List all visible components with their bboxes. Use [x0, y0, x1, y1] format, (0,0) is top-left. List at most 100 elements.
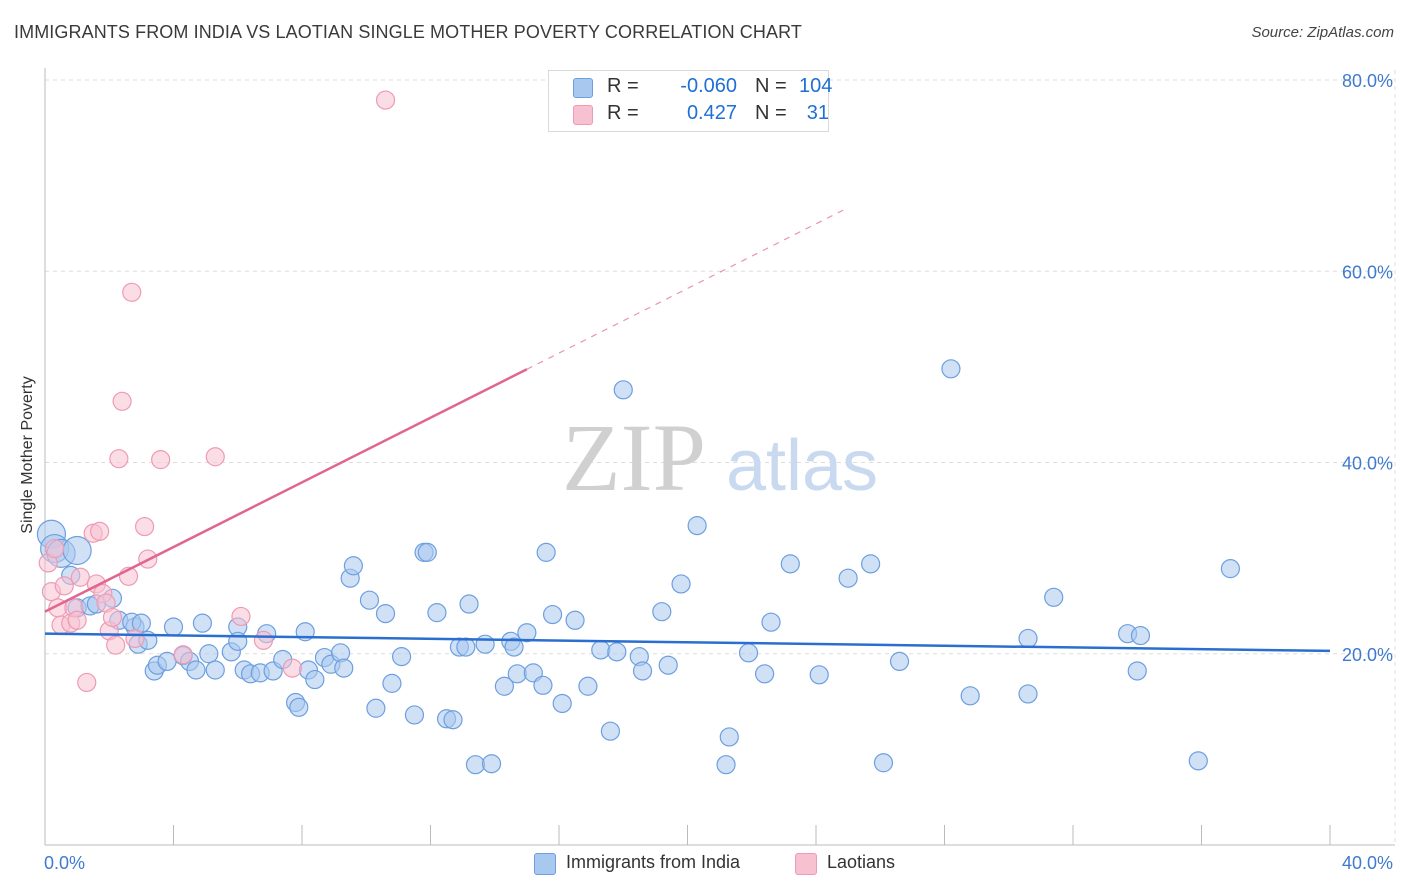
- india-point: [404, 705, 425, 725]
- india-point: [205, 660, 225, 680]
- india-point: [305, 669, 325, 690]
- india-point: [481, 754, 502, 774]
- india-point: [889, 651, 910, 672]
- india-point: [334, 658, 354, 678]
- india-point: [754, 664, 775, 684]
- india-point: [761, 612, 781, 632]
- india-point: [578, 676, 598, 696]
- india-point: [960, 686, 980, 706]
- laotian-point: [106, 635, 126, 655]
- r-value: -0.060: [680, 75, 737, 97]
- india-point: [391, 647, 412, 667]
- laotian-point: [122, 282, 142, 302]
- india-point: [552, 693, 572, 714]
- india-point: [687, 516, 707, 536]
- india-point: [163, 617, 184, 637]
- laotian-point: [282, 658, 302, 678]
- laotian-point: [109, 449, 129, 469]
- india-point: [719, 727, 739, 747]
- india-point: [600, 721, 621, 741]
- laotian-point: [90, 521, 110, 541]
- india-point: [443, 710, 463, 730]
- india-point: [591, 640, 611, 660]
- india-point: [343, 556, 363, 576]
- india-point: [565, 610, 585, 630]
- watermark-zip: ZIP: [562, 404, 706, 511]
- india-point: [838, 568, 858, 588]
- india-point: [873, 753, 894, 773]
- india-point: [507, 664, 527, 684]
- india-point: [780, 554, 800, 574]
- tick-labels: 20.0% 40.0% 60.0% 80.0% 0.0% 40.0%: [44, 71, 1393, 873]
- india-point: [382, 673, 402, 693]
- y-tick-label: 40.0%: [1342, 454, 1393, 474]
- india-point: [366, 698, 386, 718]
- india-point: [1220, 559, 1241, 579]
- india-point: [517, 623, 537, 643]
- india-point: [199, 644, 219, 664]
- laotian-point: [67, 610, 87, 630]
- india-point: [62, 535, 92, 566]
- grid-lines: [45, 70, 1396, 845]
- india-point: [475, 634, 495, 654]
- laotian-point: [173, 645, 193, 665]
- y-tick-label: 20.0%: [1342, 645, 1393, 665]
- laotian-point: [375, 90, 396, 110]
- india-point: [536, 542, 556, 562]
- laotian-point: [70, 567, 90, 587]
- y-tick-label: 60.0%: [1342, 262, 1393, 282]
- x-tick-label: 40.0%: [1342, 853, 1393, 873]
- india-point: [192, 613, 213, 633]
- watermark-atlas: atlas: [726, 426, 878, 506]
- india-point: [157, 651, 177, 672]
- laotian-point: [231, 606, 251, 627]
- india-point: [359, 590, 380, 610]
- chart-title: IMMIGRANTS FROM INDIA VS LAOTIAN SINGLE …: [14, 22, 802, 42]
- india-swatch: [534, 853, 556, 875]
- n-value: 31: [806, 102, 829, 124]
- source-credit: Source: ZipAtlas.com: [1251, 24, 1394, 41]
- laotian-point: [134, 516, 155, 537]
- legend-label-laotians: Laotians: [827, 852, 896, 872]
- india-point: [809, 665, 829, 685]
- india-point: [465, 755, 486, 775]
- laotians-swatch: [573, 105, 593, 125]
- india-point: [289, 697, 309, 717]
- india-point: [417, 542, 437, 562]
- laotian-point: [151, 450, 171, 470]
- india-point: [456, 637, 476, 657]
- india-point: [1188, 751, 1208, 771]
- india-point: [607, 642, 627, 662]
- laotian-point: [45, 538, 65, 559]
- india-trend-line: [44, 632, 1331, 653]
- data-points: [36, 90, 1241, 775]
- india-point: [658, 655, 678, 675]
- india-point: [671, 574, 691, 594]
- india-point: [494, 676, 514, 696]
- india-point: [1130, 625, 1151, 646]
- laotian-point: [125, 628, 145, 649]
- legend-label-india: Immigrants from India: [566, 852, 741, 872]
- laotian-point: [77, 672, 97, 693]
- india-point: [375, 603, 396, 624]
- r-value: 0.427: [686, 102, 737, 124]
- r-label: R =: [607, 102, 639, 124]
- india-point: [1127, 661, 1147, 681]
- india-swatch: [573, 78, 593, 98]
- n-value: 104: [799, 75, 833, 97]
- laotian-point: [102, 607, 123, 628]
- india-point: [941, 359, 961, 379]
- x-tick-label: 0.0%: [44, 853, 85, 873]
- axes: [44, 68, 1395, 846]
- watermark: ZIP atlas: [562, 404, 878, 511]
- n-label: N =: [755, 102, 787, 124]
- india-point: [632, 661, 653, 681]
- trend-lines: [44, 207, 1331, 653]
- india-point: [716, 755, 736, 775]
- laotian-point: [112, 391, 132, 411]
- india-point: [613, 380, 633, 400]
- r-label: R =: [607, 75, 639, 97]
- india-point: [1018, 628, 1038, 649]
- india-point: [533, 675, 553, 695]
- india-point: [427, 603, 447, 623]
